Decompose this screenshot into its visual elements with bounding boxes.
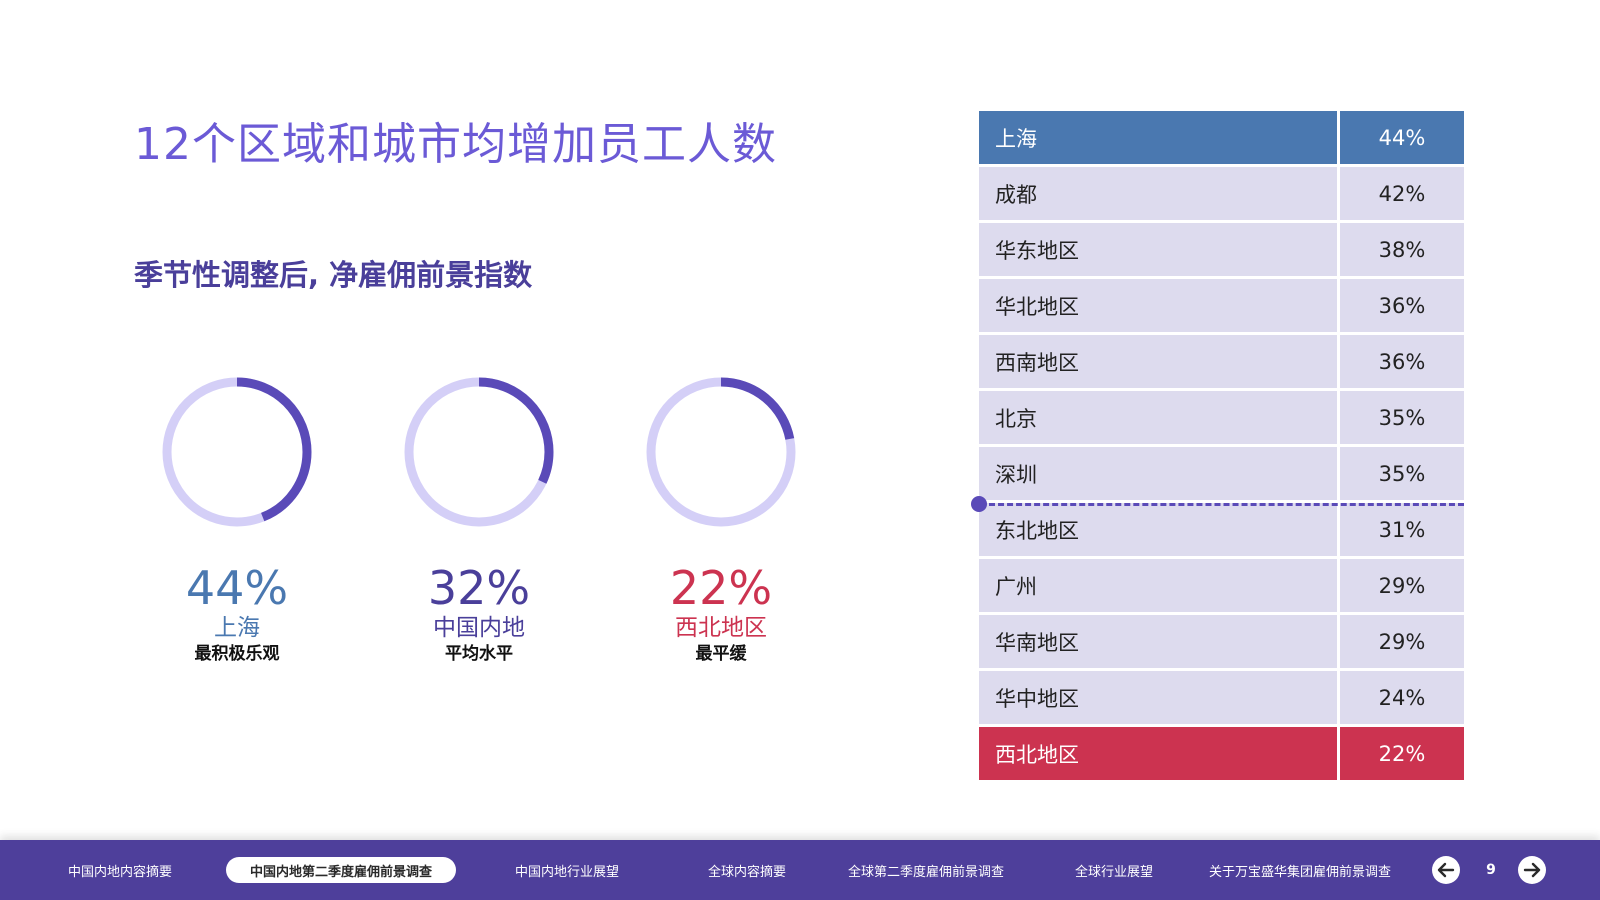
table-row: 成都 42% <box>979 167 1464 220</box>
region-cell: 西北地区 <box>979 727 1337 780</box>
value-cell: 44% <box>1340 111 1464 164</box>
table-row: 上海 44% <box>979 111 1464 164</box>
table-row: 广州 29% <box>979 559 1464 612</box>
region-cell: 华南地区 <box>979 615 1337 668</box>
arrow-right-icon <box>1523 862 1541 878</box>
donut-ring-1 <box>404 377 554 527</box>
nav-mainland-q2-survey[interactable]: 中国内地第二季度雇佣前景调查 <box>226 857 457 883</box>
donut-arc-1 <box>404 377 554 527</box>
value-cell: 29% <box>1340 615 1464 668</box>
nav-global-q2-survey[interactable]: 全球第二季度雇佣前景调查 <box>848 864 1005 880</box>
region-cell: 西南地区 <box>979 335 1337 388</box>
donut-ring-2 <box>646 377 796 527</box>
region-cell: 华北地区 <box>979 279 1337 332</box>
next-page-button[interactable] <box>1518 856 1546 884</box>
stat-description: 最平缓 <box>695 644 747 664</box>
donut-shanghai <box>157 372 317 532</box>
table-row: 北京 35% <box>979 391 1464 444</box>
donut-arc-2 <box>646 377 796 527</box>
donut-northwest <box>641 372 801 532</box>
stat-region-name: 上海 <box>214 615 260 641</box>
stat-percent: 22% <box>669 561 773 615</box>
region-cell: 北京 <box>979 391 1337 444</box>
arrow-left-icon <box>1437 862 1455 878</box>
prev-page-button[interactable] <box>1432 856 1460 884</box>
value-cell: 38% <box>1340 223 1464 276</box>
region-cell: 成都 <box>979 167 1337 220</box>
value-cell: 29% <box>1340 559 1464 612</box>
region-ranking-table: 上海 44% 成都 42% 华东地区 38% 华北地区 36% 西南地区 36%… <box>979 111 1464 783</box>
stat-shanghai: 44% 上海 最积极乐观 <box>127 562 347 666</box>
average-marker-dot <box>971 496 987 512</box>
table-row: 华东地区 38% <box>979 223 1464 276</box>
table-row: 西南地区 36% <box>979 335 1464 388</box>
stat-description: 平均水平 <box>445 644 513 664</box>
page-title: 12个区域和城市均增加员工人数 <box>134 119 777 170</box>
donut-arc-0 <box>162 377 312 527</box>
stat-region-name: 西北地区 <box>675 615 767 641</box>
value-cell: 36% <box>1340 279 1464 332</box>
nav-mainland-summary[interactable]: 中国内地内容摘要 <box>68 864 173 880</box>
value-cell: 24% <box>1340 671 1464 724</box>
table-row: 华中地区 24% <box>979 671 1464 724</box>
region-cell: 深圳 <box>979 447 1337 500</box>
region-cell: 广州 <box>979 559 1337 612</box>
value-cell: 35% <box>1340 391 1464 444</box>
donut-ring-0 <box>162 377 312 527</box>
value-cell: 31% <box>1340 503 1464 556</box>
stat-mainland: 32% 中国内地 平均水平 <box>369 562 589 666</box>
region-cell: 华东地区 <box>979 223 1337 276</box>
donut-mainland <box>399 372 559 532</box>
page-subtitle: 季节性调整后, 净雇佣前景指数 <box>134 258 533 292</box>
nav-about-survey[interactable]: 关于万宝盛华集团雇佣前景调查 <box>1209 864 1392 880</box>
average-divider-line <box>980 503 1464 506</box>
value-cell: 35% <box>1340 447 1464 500</box>
table-row: 深圳 35% <box>979 447 1464 500</box>
nav-global-summary[interactable]: 全球内容摘要 <box>708 864 787 880</box>
page-number: 9 <box>1486 862 1496 878</box>
footer-nav-bar: 中国内地内容摘要 中国内地第二季度雇佣前景调查 中国内地行业展望 全球内容摘要 … <box>0 840 1600 900</box>
region-cell: 上海 <box>979 111 1337 164</box>
value-cell: 36% <box>1340 335 1464 388</box>
table-row: 西北地区 22% <box>979 727 1464 780</box>
table-row: 华北地区 36% <box>979 279 1464 332</box>
nav-global-industry[interactable]: 全球行业展望 <box>1075 864 1154 880</box>
region-cell: 华中地区 <box>979 671 1337 724</box>
stat-percent: 44% <box>185 561 289 615</box>
stat-description: 最积极乐观 <box>194 644 280 664</box>
stat-percent: 32% <box>427 561 531 615</box>
value-cell: 22% <box>1340 727 1464 780</box>
region-cell: 东北地区 <box>979 503 1337 556</box>
value-cell: 42% <box>1340 167 1464 220</box>
table-row: 华南地区 29% <box>979 615 1464 668</box>
table-row: 东北地区 31% <box>979 503 1464 556</box>
stat-region-name: 中国内地 <box>433 615 525 641</box>
nav-mainland-industry[interactable]: 中国内地行业展望 <box>515 864 620 880</box>
stat-northwest: 22% 西北地区 最平缓 <box>611 562 831 666</box>
